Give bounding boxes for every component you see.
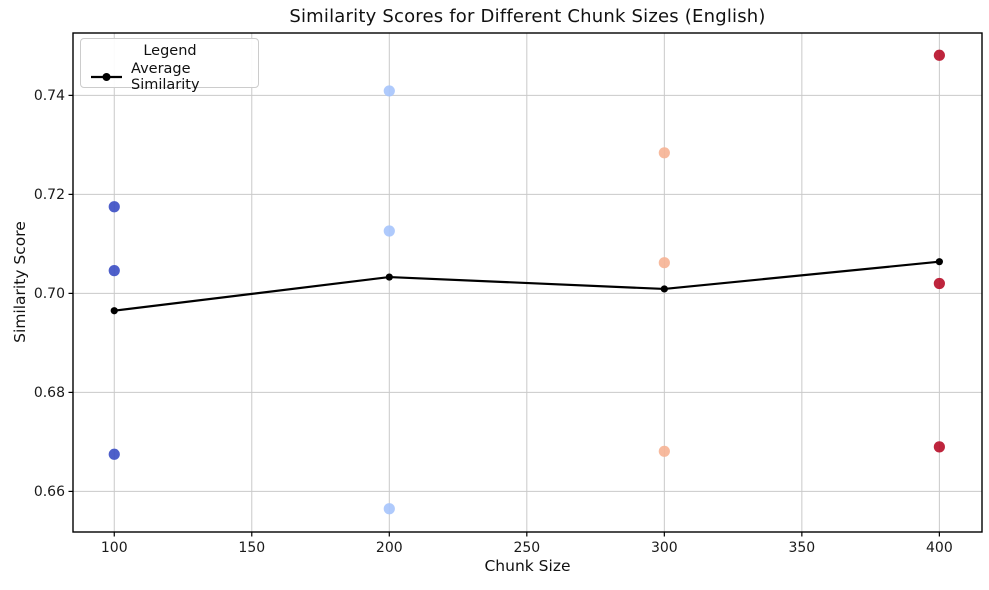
x-tick-label: 350	[788, 540, 815, 556]
average-point	[385, 273, 393, 281]
average-point	[110, 307, 118, 315]
scatter-point	[658, 257, 670, 269]
scatter-point	[108, 448, 120, 460]
scatter-point	[108, 201, 120, 213]
legend-title: Legend	[143, 43, 197, 59]
x-tick-label: 250	[513, 540, 540, 556]
y-tick-label: 0.72	[34, 187, 65, 203]
x-tick-label: 300	[651, 540, 678, 556]
line-dot-marker-icon	[91, 73, 122, 81]
chart-title: Similarity Scores for Different Chunk Si…	[289, 6, 766, 27]
legend-item-average-similarity: Average Similarity	[90, 61, 250, 93]
y-tick-label: 0.66	[34, 484, 65, 500]
scatter-point	[933, 49, 945, 61]
plot-border	[72, 32, 983, 533]
y-tick-label: 0.68	[34, 385, 65, 401]
x-tick-label: 100	[101, 540, 128, 556]
scatter-point	[658, 445, 670, 457]
average-point	[660, 285, 668, 293]
y-tick-label: 0.74	[34, 88, 65, 104]
x-tick-label: 200	[376, 540, 403, 556]
average-similarity-line	[114, 260, 940, 312]
scatter-point	[108, 265, 120, 277]
scatter-point	[658, 147, 670, 159]
scatter-point	[933, 441, 945, 453]
x-tick-label: 400	[926, 540, 953, 556]
scatter-point	[383, 503, 395, 515]
scatter-point	[933, 277, 945, 290]
scatter-point	[383, 85, 395, 97]
scatter-point	[383, 225, 395, 237]
legend: Legend Average Similarity	[80, 38, 259, 93]
average-point	[935, 258, 943, 266]
x-axis-label: Chunk Size	[484, 557, 571, 575]
x-tick-label: 150	[238, 540, 265, 556]
y-tick-label: 0.70	[34, 286, 65, 302]
legend-item-label: Average Similarity	[131, 61, 200, 93]
